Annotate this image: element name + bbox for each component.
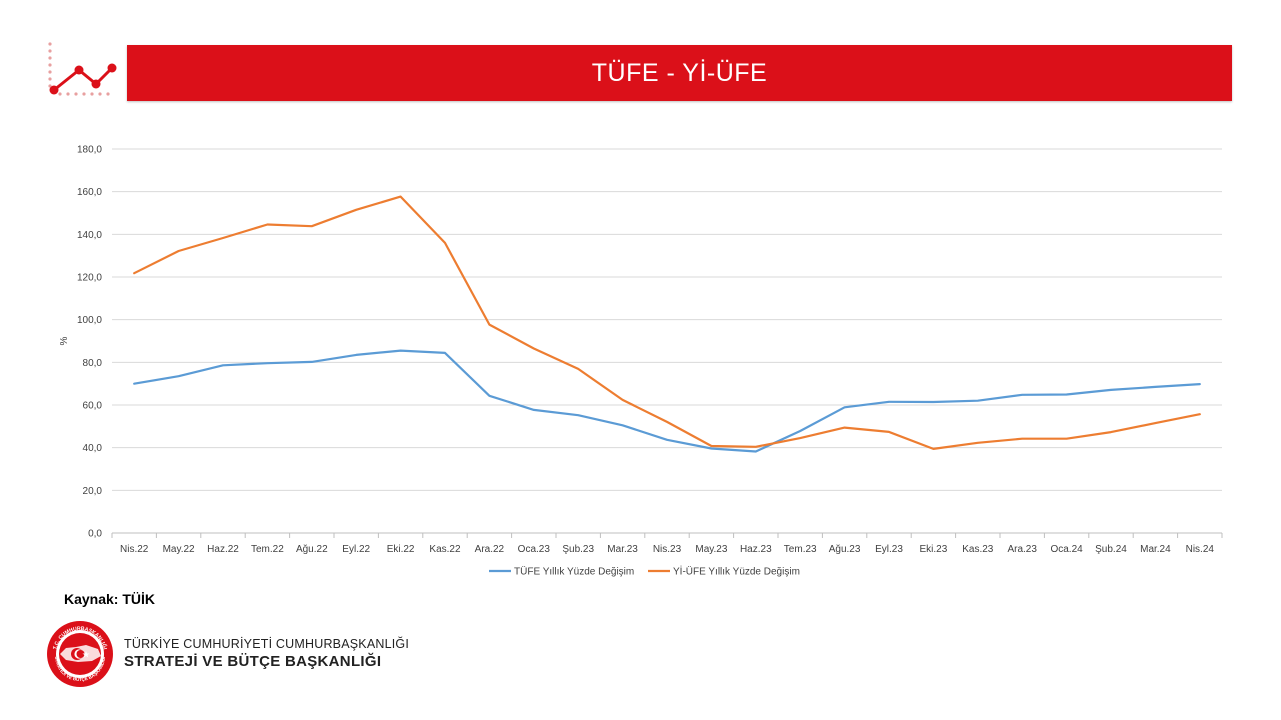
chart-legend: TÜFE Yıllık Yüzde Değişim Yİ-ÜFE Yıllık Y… [489, 565, 800, 578]
y-axis-ticks: 0,0 20,0 40,0 60,0 80,0 100,0 120,0 140,0 160,0 1… [77, 145, 102, 540]
x-tick-label: Oca.24 [1050, 544, 1083, 555]
source-note: Kaynak: TÜİK [64, 591, 156, 607]
x-tick-label: May.23 [695, 544, 727, 555]
page-title: TÜFE - Yİ-ÜFE [591, 58, 768, 87]
y-axis-label: % [59, 336, 70, 345]
x-tick-label: Şub.24 [1095, 544, 1127, 555]
y-tick-label: 60,0 [83, 401, 103, 412]
y-tick-label: 0,0 [88, 529, 102, 540]
legend-label: Yİ-ÜFE Yıllık Yüzde Değişim [673, 565, 800, 578]
x-tick-label: Ara.23 [1007, 544, 1037, 555]
legend-label: TÜFE Yıllık Yüzde Değişim [514, 566, 634, 578]
x-tick-label: Eyl.22 [342, 544, 370, 555]
title-bar: TÜFE - Yİ-ÜFE [127, 45, 1232, 101]
x-tick-label: Haz.22 [207, 544, 239, 555]
x-tick-label: Eyl.23 [875, 544, 903, 555]
x-tick-label: Tem.22 [251, 544, 284, 555]
y-tick-label: 160,0 [77, 187, 102, 198]
x-tick-label: Mar.23 [607, 544, 638, 555]
x-tick-label: Ara.22 [475, 544, 505, 555]
x-tick-label: Kas.23 [962, 544, 994, 555]
y-tick-label: 40,0 [83, 443, 103, 454]
chart-grid [112, 148, 1222, 534]
org-name-line1: TÜRKİYE CUMHURİYETİ CUMHURBAŞKANLIĞI [124, 637, 410, 651]
x-tick-label: May.22 [163, 544, 195, 555]
y-tick-label: 20,0 [83, 486, 103, 497]
series-line-1 [133, 349, 1201, 453]
y-tick-label: 100,0 [77, 315, 102, 326]
x-tick-label: Eki.23 [920, 544, 948, 555]
y-tick-label: 180,0 [77, 145, 102, 156]
x-tick-label: Nis.24 [1186, 544, 1215, 555]
x-tick-label: Kas.22 [429, 544, 461, 555]
x-tick-label: Ağu.22 [296, 544, 328, 555]
x-tick-label: Haz.23 [740, 544, 772, 555]
x-tick-label: Nis.22 [120, 544, 149, 555]
chart-series [133, 195, 1201, 453]
line-chart: 0,0 20,0 40,0 60,0 80,0 100,0 120,0 140,0 160,0 1… [59, 145, 1223, 578]
x-tick-label: Nis.23 [653, 544, 682, 555]
x-tick-label: Tem.23 [784, 544, 817, 555]
trend-logo-icon [48, 42, 117, 96]
x-tick-label: Mar.24 [1140, 544, 1171, 555]
x-tick-label: Şub.23 [562, 544, 594, 555]
org-seal-icon: T.C. CUMHURBAŞKANLIĞI STRATEJİ VE BÜTÇE … [47, 621, 113, 687]
y-tick-label: 120,0 [77, 273, 102, 284]
org-name-line2: STRATEJİ VE BÜTÇE BAŞKANLIĞI [124, 653, 382, 670]
x-axis-ticks: Nis.22 May.22 Haz.22 Tem.22 Ağu.22 Eyl.22 Eki.… [111, 533, 1223, 555]
x-tick-label: Eki.22 [387, 544, 415, 555]
x-tick-label: Ağu.23 [829, 544, 861, 555]
series-line-2 [133, 195, 1201, 450]
y-tick-label: 140,0 [77, 230, 102, 241]
x-tick-label: Oca.23 [518, 544, 551, 555]
y-tick-label: 80,0 [83, 358, 103, 369]
